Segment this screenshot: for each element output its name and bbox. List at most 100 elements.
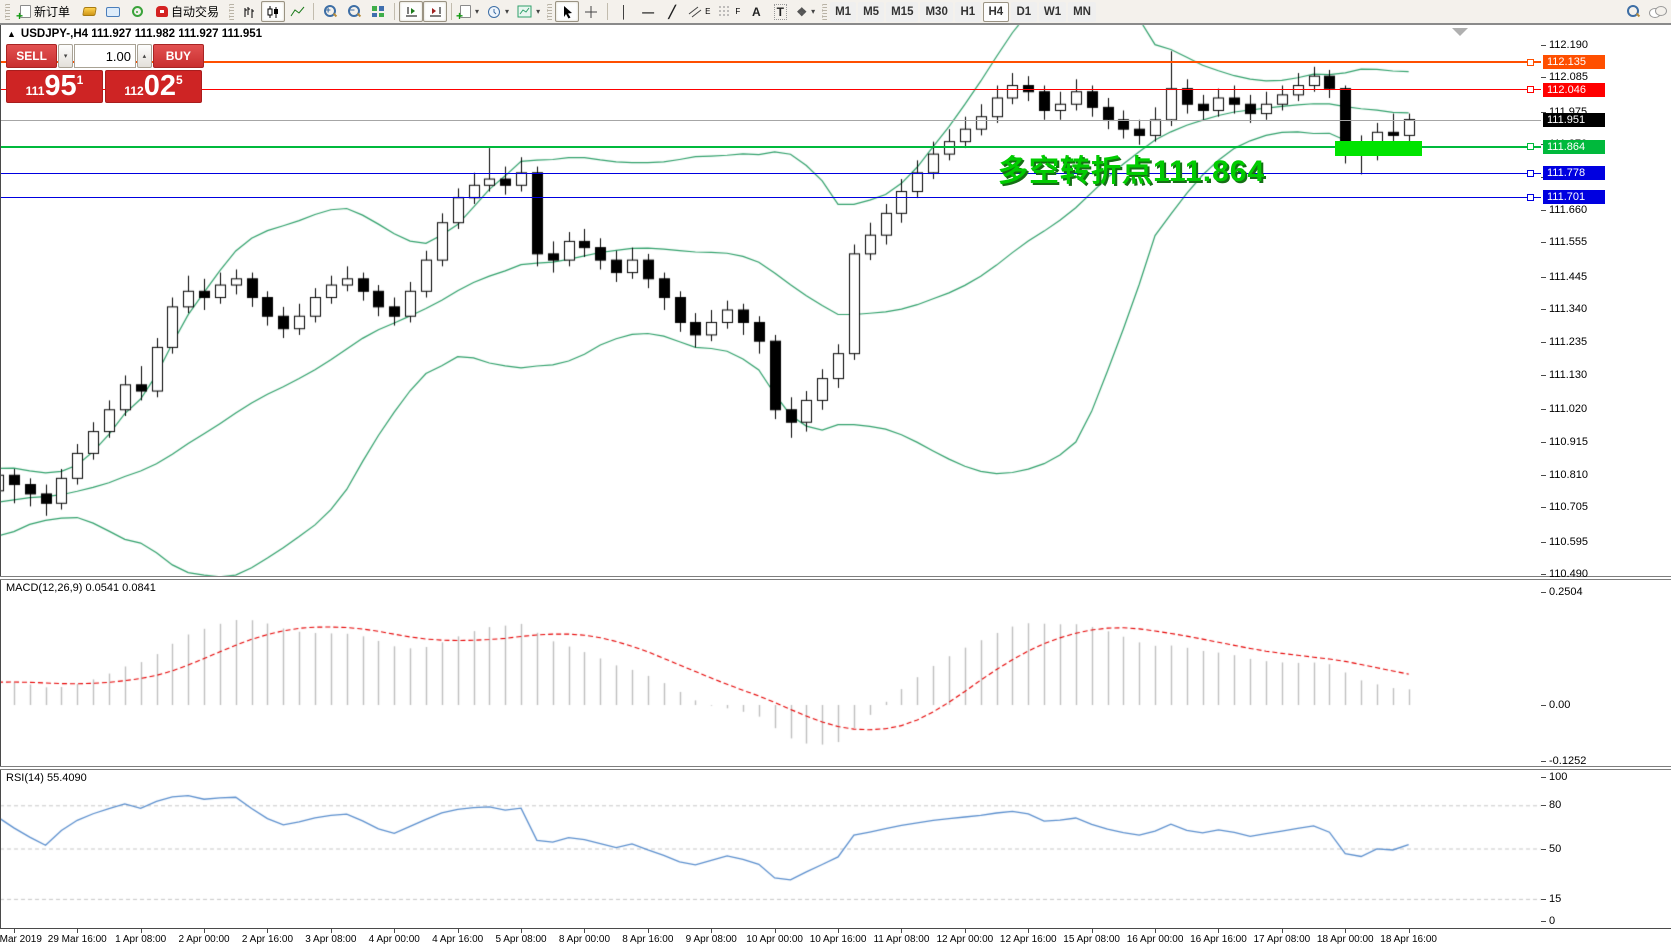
chat-button[interactable]	[1645, 1, 1669, 22]
timeframe-d1-button[interactable]: D1	[1010, 1, 1037, 22]
time-tick-label: 1 Apr 08:00	[115, 934, 167, 945]
cursor-button[interactable]	[555, 1, 580, 22]
time-tick	[964, 929, 966, 933]
timeframe-w1-button[interactable]: W1	[1038, 1, 1067, 22]
chart-text-annotation[interactable]: 多空转折点111.864	[998, 155, 1266, 188]
line-chart-icon	[290, 6, 304, 16]
buy-price-button[interactable]: 112 02 5	[105, 70, 202, 103]
time-tick	[1155, 929, 1157, 933]
hline-handle[interactable]	[1527, 193, 1534, 201]
toolbar-grip[interactable]	[822, 3, 828, 20]
indicators-caret-icon[interactable]: ▾	[475, 7, 480, 16]
time-tick-label: 12 Apr 16:00	[999, 934, 1057, 945]
vertical-line-button[interactable]: │	[612, 1, 636, 22]
tile-windows-button[interactable]	[366, 1, 390, 22]
arrows-caret-icon[interactable]: ▾	[811, 7, 816, 16]
fibonacci-button[interactable]: F	[714, 1, 744, 22]
zoom-out-icon: −	[347, 5, 361, 18]
price-tick	[1541, 507, 1546, 509]
horizontal-line-object[interactable]	[0, 61, 1541, 64]
horizontal-line-object[interactable]	[0, 196, 1541, 198]
market-watch-button[interactable]	[101, 1, 125, 22]
horizontal-line-object[interactable]	[0, 145, 1541, 148]
time-tick-label: 3 Apr 08:00	[305, 934, 357, 945]
hline-handle[interactable]	[1527, 143, 1534, 151]
new-order-button[interactable]: + 新订单	[13, 1, 77, 22]
sell-price-big: 95	[44, 70, 77, 102]
clock-icon	[488, 5, 501, 18]
candlestick-chart-icon	[267, 5, 278, 18]
price-tick-label: 110.705	[1549, 501, 1588, 514]
crosshair-button[interactable]	[579, 1, 603, 22]
candlestick-chart-button[interactable]	[261, 1, 286, 22]
search-button[interactable]	[1621, 1, 1645, 22]
timeframe-m15-button[interactable]: M15	[886, 1, 919, 22]
sell-button[interactable]: SELL	[6, 44, 58, 68]
profiles-icon	[81, 7, 97, 16]
chart-shift-button[interactable]	[423, 1, 448, 22]
toolbar-grip[interactable]	[229, 3, 235, 20]
sell-price-button[interactable]: 111 95 1	[6, 70, 103, 103]
arrows-button[interactable]: ❖ ▾	[792, 1, 819, 22]
signals-button[interactable]	[125, 1, 149, 22]
horizontal-line-button[interactable]: —	[636, 1, 660, 22]
periods-button[interactable]: ▾	[483, 1, 513, 22]
equidistant-channel-button[interactable]: E	[684, 1, 714, 22]
hline-handle[interactable]	[1527, 169, 1534, 177]
toolbar-grip[interactable]	[547, 3, 553, 20]
hline-handle[interactable]	[1527, 58, 1534, 66]
macd-panel-separator[interactable]	[0, 576, 1671, 580]
text-label-button[interactable]: T	[768, 1, 792, 22]
time-tick-label: 2 Apr 00:00	[178, 934, 230, 945]
volume-increase-button[interactable]: ▴	[137, 44, 152, 68]
price-line-badge: 111.778	[1543, 166, 1605, 181]
time-tick-label: 18 Apr 16:00	[1380, 934, 1437, 945]
fibonacci-icon	[719, 6, 732, 16]
buy-button[interactable]: BUY	[152, 44, 204, 68]
hline-handle[interactable]	[1527, 86, 1534, 94]
indicators-button[interactable]: + ▾	[456, 1, 483, 22]
price-axis[interactable]	[0, 25, 1, 929]
volume-input[interactable]	[74, 44, 136, 68]
crosshair-icon	[585, 5, 598, 18]
new-order-icon: +	[16, 5, 31, 22]
autotrading-button[interactable]: 自动交易	[149, 1, 226, 22]
symbol-ohlc-label: USDJPY-,H4 111.927 111.982 111.927 111.9…	[20, 28, 263, 40]
auto-scroll-button[interactable]	[399, 1, 424, 22]
horizontal-line-icon: —	[642, 4, 655, 19]
zoom-in-button[interactable]: +	[318, 1, 342, 22]
zoom-out-button[interactable]: −	[342, 1, 366, 22]
profiles-button[interactable]	[77, 1, 101, 22]
timeframe-m30-button[interactable]: M30	[920, 1, 953, 22]
timeframe-h1-button[interactable]: H1	[954, 1, 981, 22]
chart-shift-marker-icon[interactable]	[1452, 28, 1468, 36]
horizontal-line-object[interactable]	[0, 172, 1541, 174]
highlight-rectangle[interactable]	[1335, 141, 1422, 156]
timeframe-mn-button[interactable]: MN	[1068, 1, 1096, 22]
time-tick	[267, 929, 269, 933]
trendline-button[interactable]: ╱	[660, 1, 684, 22]
time-tick-label: 17 Apr 08:00	[1253, 934, 1311, 945]
rsi-tick	[1541, 920, 1546, 922]
timeframe-h4-button[interactable]: H4	[982, 1, 1009, 22]
timeframe-m5-button[interactable]: M5	[858, 1, 885, 22]
periods-caret-icon[interactable]: ▾	[505, 7, 510, 16]
time-axis[interactable]	[0, 928, 1671, 929]
templates-button[interactable]: ▾	[513, 1, 544, 22]
collapse-panel-icon[interactable]: ▲	[7, 29, 16, 39]
volume-decrease-button[interactable]: ▾	[58, 44, 73, 68]
time-tick	[774, 929, 776, 933]
rsi-panel-separator[interactable]	[0, 766, 1671, 770]
time-tick-label: 16 Apr 00:00	[1126, 934, 1184, 945]
horizontal-line-object[interactable]	[0, 89, 1541, 91]
line-chart-button[interactable]	[285, 1, 309, 22]
autotrading-label: 自动交易	[171, 5, 220, 19]
timeframe-m1-button[interactable]: M1	[830, 1, 857, 22]
price-tick-label: 110.915	[1549, 435, 1588, 448]
toolbar-grip[interactable]	[5, 3, 10, 20]
bar-chart-button[interactable]	[237, 1, 261, 22]
text-button[interactable]: A	[744, 1, 768, 22]
price-tick	[1541, 242, 1546, 244]
templates-caret-icon[interactable]: ▾	[536, 7, 541, 16]
